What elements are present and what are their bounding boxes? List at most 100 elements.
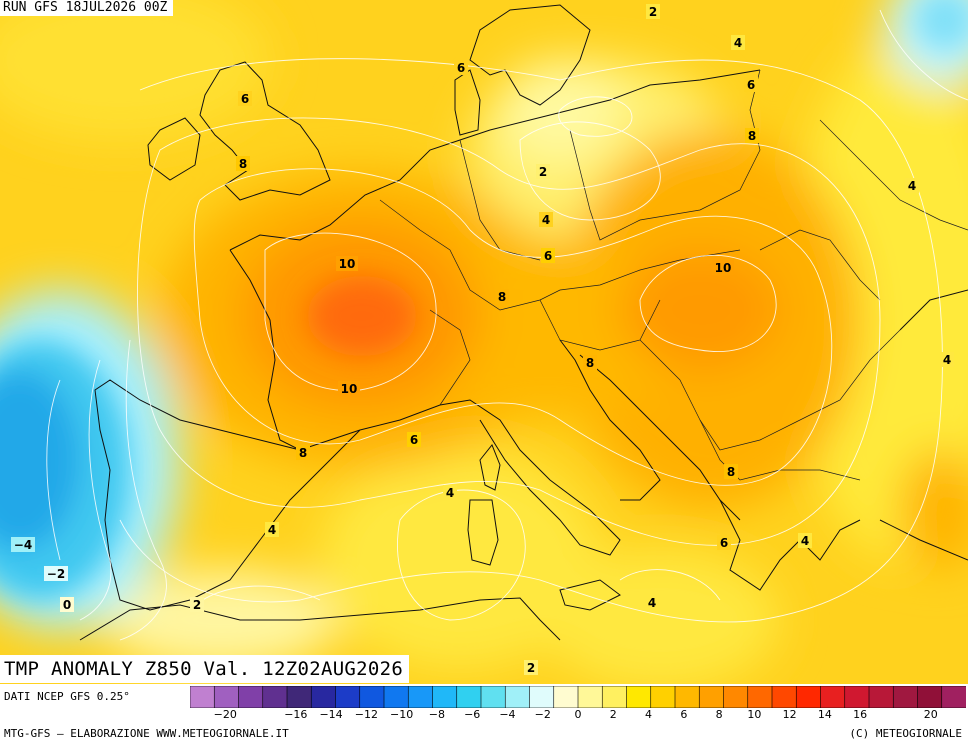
contour-label: 6: [407, 432, 421, 447]
color-swatch: [407, 686, 434, 708]
svg-text:6: 6: [241, 92, 249, 106]
color-scale-tick-label: 20: [923, 708, 938, 721]
color-swatch: [723, 686, 749, 708]
contour-label: 8: [583, 355, 597, 370]
color-scale-tick-label: 10: [747, 708, 762, 721]
contour-label: 4: [265, 522, 279, 537]
contour-label: 6: [744, 77, 758, 92]
color-swatch: [771, 686, 798, 708]
contour-label: 6: [238, 91, 252, 106]
color-swatch: [626, 686, 652, 708]
copyright-text: (C) METEOGIORNALE: [849, 727, 962, 740]
contour-label: 4: [905, 178, 919, 193]
contour-label: 6: [717, 535, 731, 550]
color-scale-tick-label: 12: [782, 708, 797, 721]
svg-text:8: 8: [586, 356, 594, 370]
contour-label: −4: [11, 537, 35, 552]
color-swatch: [795, 686, 822, 708]
contour-label: 8: [495, 289, 509, 304]
color-swatch: [577, 686, 604, 708]
contour-label: 8: [745, 128, 759, 143]
color-swatch: [432, 686, 458, 708]
color-scale-tick-label: −6: [464, 708, 481, 721]
contour-label: 2: [536, 164, 550, 179]
contour-label: 2: [524, 660, 538, 675]
color-scale-tick-label: −2: [534, 708, 551, 721]
color-scale-tick-label: −8: [428, 708, 446, 721]
svg-text:6: 6: [747, 78, 755, 92]
contour-label: 8: [296, 445, 310, 460]
color-swatch: [456, 686, 482, 708]
color-swatch: [698, 686, 725, 708]
svg-text:8: 8: [727, 465, 735, 479]
svg-text:10: 10: [341, 382, 358, 396]
svg-text:2: 2: [649, 5, 657, 19]
contour-label: 2: [190, 597, 204, 612]
credit-text: MTG-GFS — ELABORAZIONE WWW.METEOGIORNALE…: [4, 727, 289, 740]
color-swatch: [553, 686, 579, 708]
svg-text:10: 10: [715, 261, 732, 275]
map-title: TMP ANOMALY Z850 Val. 12Z02AUG2026: [0, 655, 410, 683]
svg-text:0: 0: [63, 598, 71, 612]
svg-text:8: 8: [748, 129, 756, 143]
svg-text:4: 4: [648, 596, 656, 610]
color-swatch: [529, 686, 555, 708]
svg-text:8: 8: [299, 446, 307, 460]
color-scale-tick-label: 2: [609, 708, 617, 721]
contour-label: 6: [541, 248, 555, 263]
color-scale-tick-label: −12: [354, 708, 378, 721]
svg-text:4: 4: [908, 179, 916, 193]
color-scale-ticks: −20 −16 −14 −12 −10 −8 −6 −4 −2 0 2 4 6 8 10 12 14 16 20: [190, 708, 966, 724]
color-swatch: [383, 686, 410, 708]
contour-label: 8: [724, 464, 738, 479]
contour-label: 2: [646, 4, 660, 19]
svg-text:6: 6: [457, 61, 465, 75]
contour-label: 4: [731, 35, 745, 50]
color-swatch: [286, 686, 313, 708]
color-swatch: [359, 686, 385, 708]
contour-label: 4: [443, 485, 457, 500]
color-scale-tick-label: 16: [853, 708, 868, 721]
svg-text:−2: −2: [47, 567, 65, 581]
contour-label: 0: [60, 597, 74, 612]
contour-label: 10: [338, 381, 360, 396]
color-scale-tick-label: 8: [715, 708, 723, 721]
color-swatch: [601, 686, 628, 708]
color-swatch: [674, 686, 701, 708]
color-swatch: [892, 686, 919, 708]
svg-text:10: 10: [339, 257, 356, 271]
color-swatch: [941, 686, 966, 708]
color-scale-tick-label: −16: [284, 708, 308, 721]
contour-label: 4: [798, 533, 812, 548]
color-swatch: [868, 686, 895, 708]
color-scale-tick-label: −14: [319, 708, 343, 721]
contour-label: 4: [645, 595, 659, 610]
svg-text:4: 4: [268, 523, 276, 537]
svg-text:2: 2: [193, 598, 201, 612]
contour-label: 6: [454, 60, 468, 75]
svg-text:8: 8: [498, 290, 506, 304]
color-scale-tick-label: 4: [645, 708, 653, 721]
color-swatch: [844, 686, 870, 708]
isotherms: [46, 9, 968, 641]
color-scale-tick-label: −4: [499, 708, 516, 721]
svg-text:4: 4: [943, 353, 951, 367]
color-swatch: [820, 686, 846, 708]
anomaly-field: [0, 0, 968, 684]
color-swatch: [238, 686, 264, 708]
color-scale-tick-label: 14: [817, 708, 832, 721]
color-swatch: [335, 686, 361, 708]
color-scale-tick-label: 6: [680, 708, 688, 721]
legend-footer: DATI NCEP GFS 0.25° −20 −16 −14 −12 −10 −8 −6−…: [0, 684, 968, 745]
data-source: DATI NCEP GFS 0.25°: [4, 690, 130, 703]
contour-label: 10: [336, 256, 358, 271]
temperature-anomaly-map: 2 4 6 6 8 2 4 6 10 10 10 8 8 8 6 8 4 4 6…: [0, 0, 968, 684]
svg-text:6: 6: [720, 536, 728, 550]
color-scale-tick-label: −10: [390, 708, 414, 721]
run-label: RUN GFS 18JUL2026 00Z: [0, 0, 174, 16]
color-swatch: [213, 686, 240, 708]
color-swatch: [504, 686, 531, 708]
svg-text:6: 6: [544, 249, 552, 263]
svg-text:4: 4: [446, 486, 454, 500]
